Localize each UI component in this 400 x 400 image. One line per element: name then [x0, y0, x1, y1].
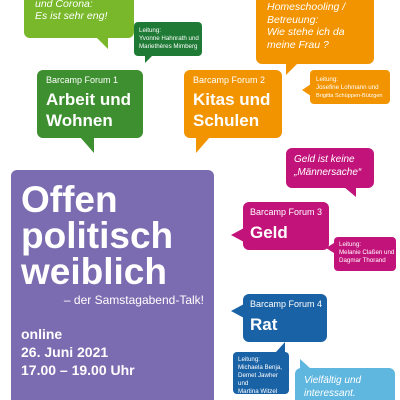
corona-bubble-tail [96, 37, 108, 49]
leitung-3-label: Leitung: [339, 241, 362, 248]
leitung-1-tail [145, 55, 153, 63]
leitung-1-names-1: Yvonne Hahnrath und [139, 35, 199, 42]
leitung-4-label: Leitung: [238, 356, 261, 363]
forum-3-kicker: Barcamp Forum 3 [250, 207, 323, 217]
forum-2-title-1: Kitas und [193, 90, 271, 109]
leitung-4-names-3: Martina Witzel [238, 388, 278, 395]
leitung-4-names-1: Michaela Benja, [238, 364, 283, 371]
main-card: Offen politisch weiblich – der Samstagab… [11, 170, 214, 400]
homeschooling-bubble: Homeschooling / Betreuung: Wie stehe ich… [256, 0, 374, 64]
forum-4-bubble: Barcamp Forum 4 Rat [243, 294, 327, 342]
forum-2-bubble: Barcamp Forum 2 Kitas und Schulen [184, 70, 282, 138]
homeschooling-bubble-tail [286, 63, 298, 75]
leitung-2-names-1: Josefine Lohmann und [316, 84, 379, 91]
forum-2-kicker: Barcamp Forum 2 [193, 75, 266, 85]
geld-quote-bubble: Geld ist keine „Männersache“ [286, 148, 374, 188]
leitung-1-names-2: Mariethères Mimberg [139, 43, 198, 50]
leitung-2-label: Leitung: [316, 76, 339, 83]
vielfaeltig-line-2: interessant. [304, 387, 356, 399]
forum-1-title-2: Wohnen [46, 111, 113, 130]
leitung-2-box: Leitung: Josefine Lohmann und Brigitta S… [310, 70, 390, 104]
forum-4-tail [231, 304, 244, 318]
homeschooling-line-3: Wie stehe ich da [267, 26, 345, 38]
forum-3-bubble: Barcamp Forum 3 Geld [243, 202, 329, 250]
forum-1-kicker: Barcamp Forum 1 [46, 75, 119, 85]
main-title-3: weiblich [21, 251, 167, 292]
corona-line-2: Es ist sehr eng! [35, 10, 108, 22]
forum-2-tail [196, 137, 210, 153]
leitung-4-box: Leitung: Michaela Benja, Demet Jawher un… [233, 352, 289, 395]
geld-quote-line-1: Geld ist keine [294, 154, 355, 165]
geld-quote-tail [344, 187, 356, 197]
homeschooling-line-2: Betreuung: [267, 13, 319, 26]
vielfaeltig-line-1: Vielfältig und [304, 375, 362, 386]
vielfaeltig-tail [300, 359, 311, 369]
leitung-3-names-2: Dagmar Thorand [339, 257, 386, 264]
leitung-3-tail [326, 243, 334, 253]
forum-1-tail [80, 137, 94, 153]
event-time: 17.00 – 19.00 Uhr [21, 362, 135, 378]
vielfaeltig-bubble: Vielfältig und interessant. [295, 368, 395, 400]
homeschooling-line-4: meine Frau ? [267, 38, 329, 51]
main-subtitle: – der Samstagabend-Talk! [63, 293, 204, 307]
main-title-2: politisch [21, 215, 174, 256]
main-title-1: Offen [21, 179, 118, 220]
corona-line-1: und Corona: [35, 0, 93, 10]
geld-quote-line-2: „Männersache“ [294, 166, 362, 178]
forum-4-kicker: Barcamp Forum 4 [250, 299, 323, 309]
leitung-3-box: Leitung: Melanie Claßen und Dagmar Thora… [334, 237, 396, 271]
leitung-1-label: Leitung: [139, 27, 162, 34]
forum-1-title-1: Arbeit und [46, 90, 131, 109]
leitung-4-names-2: Demet Jawher und [238, 372, 278, 387]
forum-3-tail [231, 228, 244, 242]
forum-4-title: Rat [250, 315, 278, 334]
leitung-3-names-1: Melanie Claßen und [339, 249, 395, 256]
leitung-2-tail [302, 84, 311, 96]
corona-bubble: und Corona: Es ist sehr eng! [24, 0, 134, 38]
homeschooling-line-1: Homeschooling / [267, 1, 346, 13]
forum-1-bubble: Barcamp Forum 1 Arbeit und Wohnen [37, 70, 143, 138]
event-date: 26. Juni 2021 [21, 344, 109, 360]
forum-2-title-2: Schulen [193, 111, 260, 130]
event-online: online [21, 326, 63, 342]
leitung-2-names-2: Brigitta Schüppen-Bützgen [316, 93, 383, 99]
forum-3-title: Geld [250, 223, 288, 242]
leitung-1-box: Leitung: Yvonne Hahnrath und Mariethères… [134, 22, 202, 56]
leitung-4-tail [276, 342, 285, 352]
